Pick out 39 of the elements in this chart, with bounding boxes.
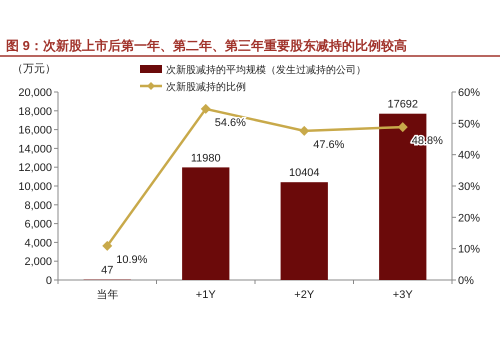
y2-tick-label: 30% <box>458 181 480 193</box>
y2-tick-label: 40% <box>458 150 480 162</box>
y-tick-label: 20,000 <box>18 87 52 99</box>
point <box>398 122 408 132</box>
x-tick-label: 当年 <box>96 289 118 301</box>
y-tick-label: 2,000 <box>24 256 52 268</box>
y-tick-label: 16,000 <box>18 124 52 137</box>
point <box>200 104 211 114</box>
point <box>299 126 310 136</box>
y2-tick-label: 50% <box>458 118 480 130</box>
y-tick-label: 0 <box>46 275 52 287</box>
data-label: 10.9% <box>116 254 148 266</box>
data-label: 10404 <box>288 167 320 180</box>
y2-tick-label: 10% <box>458 244 480 256</box>
y-tick-label: 18,000 <box>18 106 52 118</box>
data-label: 47.6% <box>313 138 345 151</box>
y2-tick-label: 60% <box>458 87 480 99</box>
y-axis-title: （万元） <box>12 63 56 75</box>
data-label: 11980 <box>190 152 221 164</box>
bar <box>182 167 230 280</box>
data-label: 17692 <box>387 98 418 111</box>
y-tick-label: 6,000 <box>24 218 52 231</box>
y-tick-label: 14,000 <box>18 143 52 156</box>
y-tick-label: 4,000 <box>24 237 52 250</box>
point <box>102 240 112 251</box>
legend-label: 次新股减持的比例 <box>166 81 246 93</box>
y-tick-label: 8,000 <box>24 200 52 212</box>
y2-tick-label: 20% <box>458 212 480 224</box>
y2-tick-label: 0% <box>458 275 474 287</box>
x-tick-label: +3Y <box>392 289 414 301</box>
x-tick-label: +2Y <box>294 289 315 301</box>
chart-title: 图 9：次新股上市后第一年、第二年、第三年重要股东减持的比例较高 <box>6 38 407 53</box>
data-label: 47 <box>101 264 114 277</box>
x-tick-label: +1Y <box>196 289 216 301</box>
bar <box>280 182 328 280</box>
legend-label: 次新股减持的平均规模（发生过减持的公司） <box>166 64 366 76</box>
y-tick-label: 12,000 <box>18 162 52 174</box>
y-tick-label: 10,000 <box>18 181 52 193</box>
data-label: 54.6% <box>214 116 246 129</box>
